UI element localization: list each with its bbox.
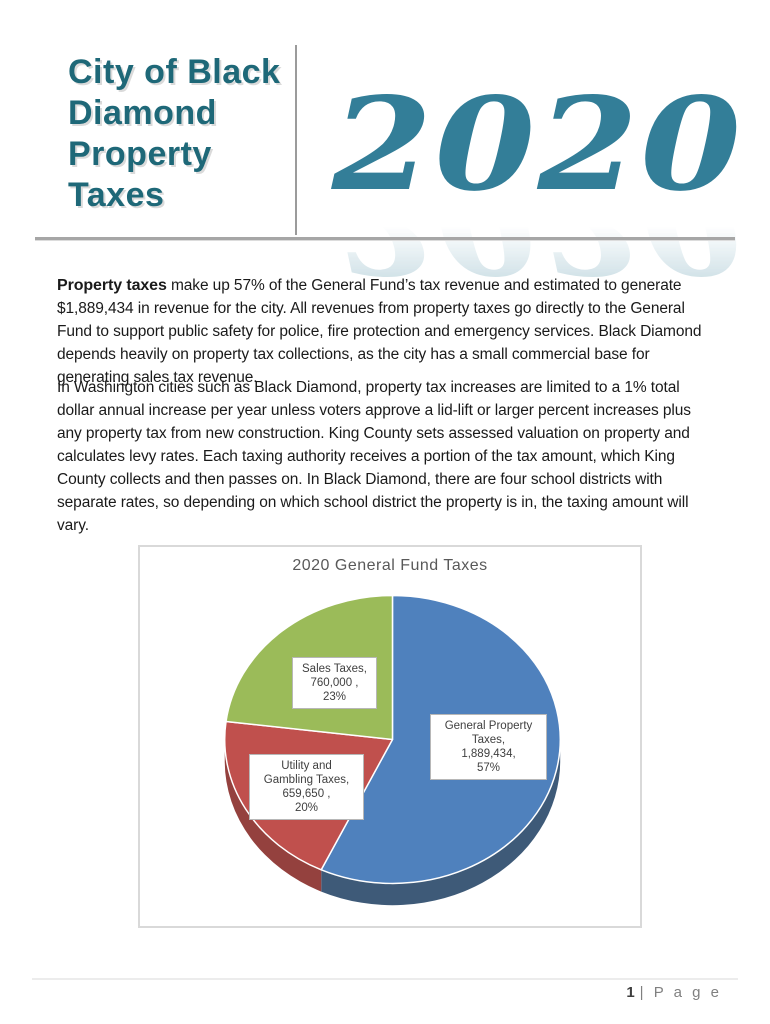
pie-chart bbox=[223, 594, 561, 906]
pie-label-sales-line3: 23% bbox=[322, 691, 347, 703]
footer-rule bbox=[32, 978, 738, 980]
year-graphic: 2020 2020 bbox=[330, 81, 745, 301]
title-line-3: Property bbox=[68, 135, 212, 173]
pie-label-utility-line1: Utility and bbox=[281, 760, 332, 772]
pie-rim-red bbox=[224, 739, 322, 892]
year-reflection: 2020 bbox=[331, 151, 744, 301]
title-line-2: Diamond bbox=[68, 94, 217, 132]
paragraph-2: In Washington cities such as Black Diamo… bbox=[57, 379, 691, 534]
footer-page-indicator: 1 | P a g e bbox=[626, 984, 722, 1001]
pie-label-sales-line2: 760,000 , bbox=[310, 677, 359, 689]
year-text: 2020 bbox=[331, 70, 744, 220]
pie-label-property-line4: 57% bbox=[476, 762, 501, 774]
footer-page-number: 1 bbox=[626, 984, 635, 1001]
pie-chart-frame: 2020 General Fund Taxes Sales Taxes, 760… bbox=[138, 545, 642, 928]
pie-label-general-property-taxes: General Property Taxes, 1,889,434, 57% bbox=[430, 714, 547, 780]
pie-label-utility-line2: Gambling Taxes, bbox=[263, 774, 350, 786]
pie-rim-blue bbox=[321, 739, 561, 906]
chart-title: 2020 General Fund Taxes bbox=[292, 557, 488, 574]
pie-label-property-line3: 1,889,434, bbox=[461, 748, 516, 760]
vertical-divider bbox=[295, 45, 297, 235]
paragraph-1: Property taxes make up 57% of the Genera… bbox=[57, 274, 719, 389]
pie-label-utility-line4: 20% bbox=[294, 802, 319, 814]
pie-label-utility-line3: 659,650 , bbox=[282, 788, 331, 800]
pie-label-property-line2: Taxes, bbox=[471, 734, 506, 746]
title-line-1: City of Black bbox=[68, 53, 281, 91]
pie-label-utility-gambling-taxes: Utility and Gambling Taxes, 659,650 , 20… bbox=[249, 754, 364, 820]
footer-page-label: | P a g e bbox=[639, 984, 722, 1001]
document-title: City of Black Diamond Property Taxes bbox=[68, 52, 298, 216]
pie-label-sales-line1: Sales Taxes, bbox=[302, 663, 367, 675]
pie-label-property-line1: General Property bbox=[444, 720, 533, 732]
pie-label-sales-taxes: Sales Taxes, 760,000 , 23% bbox=[292, 657, 377, 709]
paragraph-1-body: make up 57% of the General Fund’s tax re… bbox=[57, 277, 702, 386]
paragraph-1-lead: Property taxes bbox=[57, 277, 167, 294]
header-rule bbox=[35, 237, 735, 241]
title-line-4: Taxes bbox=[68, 176, 165, 214]
